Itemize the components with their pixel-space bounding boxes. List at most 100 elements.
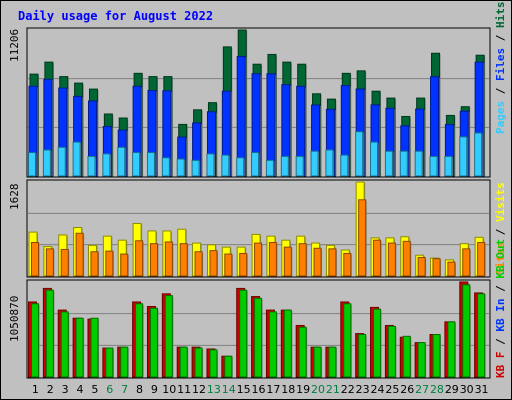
pages-bar [310,150,319,177]
day-label: 13 [207,383,221,396]
day-label: 31 [475,383,489,396]
requests-max-label: 11206 [8,29,21,62]
pages-bar [191,159,200,177]
sites-bar [31,242,39,277]
day-label: 10 [162,383,176,396]
pages-bar [265,159,274,177]
kb-out-bar [343,303,352,378]
pages-bar [340,154,349,177]
kb-out-bar [179,346,188,378]
sites-bar [120,253,129,277]
legend-entry: Files [494,48,507,81]
pages-bar [355,131,364,177]
sites-bar [358,199,367,277]
sites-bar [387,242,396,277]
sites-bar [254,242,263,277]
pages-bar [370,141,379,177]
pages-bar [236,157,245,177]
kb-out-bar [224,355,233,378]
pages-bar [28,152,36,177]
day-label: 24 [370,383,384,396]
pages-bar [87,155,96,177]
sites-bar [105,250,114,277]
visitors-bars [28,181,489,277]
day-label: 4 [77,383,84,396]
sites-bar [417,257,426,277]
day-label: 11 [177,383,191,396]
kb-out-bar [462,284,471,378]
sites-bar [432,258,441,277]
sites-bar [462,248,471,277]
kb-out-bar [239,289,248,378]
legend-entry: / [494,28,507,48]
sites-bar [447,261,456,277]
sites-bar [149,243,158,277]
sites-bar [75,232,84,277]
pages-bar [176,158,185,177]
kb-out-bar [45,289,54,378]
requests-bars [28,29,489,177]
pages-bar [414,150,423,177]
kb-out-bar [120,346,129,378]
kb-out-bar [477,293,486,378]
pages-bar [444,155,453,177]
kb-out-bar [209,349,218,378]
legend-entry: / [494,222,507,242]
day-label: 18 [281,383,295,396]
pages-bar [132,152,141,177]
sites-bar [373,239,382,277]
legend-entry: Pages [494,101,507,134]
kb-out-bar [90,317,99,378]
legend-entry: Visits [494,182,507,222]
pages-bar [57,146,66,177]
legend-entry: KB F [494,352,507,379]
kb-out-bar [313,346,322,378]
sites-bar [328,248,337,277]
legend-entry: Sites [494,242,507,275]
kb-out-bar [432,334,441,378]
day-label: 14 [222,383,236,396]
day-label: 3 [62,383,69,396]
day-label: 25 [385,383,399,396]
day-label: 9 [151,383,158,396]
chart-title: Daily usage for August 2022 [18,9,213,23]
kb-out-bar [105,347,114,378]
sites-bar [60,248,69,277]
pages-bar [280,155,289,177]
pages-bar [102,153,111,177]
day-label: 16 [252,383,266,396]
sites-bar [224,253,233,277]
sites-bar [477,242,486,277]
visitors-max-label: 1628 [8,184,21,211]
sites-bar [179,243,188,277]
kb-out-bar [402,335,411,378]
kb-out-bar [135,303,144,378]
sites-bar [135,240,144,277]
sites-bar [45,248,54,277]
day-label: 17 [266,383,280,396]
day-labels: 1 2 3 4 5 6 7 8 9 10 11 12 13 14 15 16 17 18 19 20 21 22 23 24 2… [32,383,489,396]
pages-bar [72,141,81,177]
pages-bar [325,149,334,177]
kb-out-bar [283,309,292,378]
legend-entry: / [494,81,507,101]
sites-bar [283,246,292,277]
sites-bar [402,240,411,277]
pages-bar [146,152,155,177]
kb-out-bar [164,295,173,378]
day-label: 22 [341,383,355,396]
day-label: 23 [356,383,370,396]
legend-entry: / [494,332,507,352]
legend-entry: KB In [494,299,507,332]
day-label: 15 [237,383,251,396]
sites-bar [298,243,307,277]
day-label: 1 [32,383,39,396]
kb-out-bar [358,334,367,378]
kb-out-bar [75,317,84,378]
day-label: 27 [415,383,429,396]
day-label: 7 [121,383,128,396]
pages-bar [459,136,468,177]
day-label: 30 [460,383,474,396]
pages-bar [384,150,393,177]
kb-out-bar [60,311,69,378]
